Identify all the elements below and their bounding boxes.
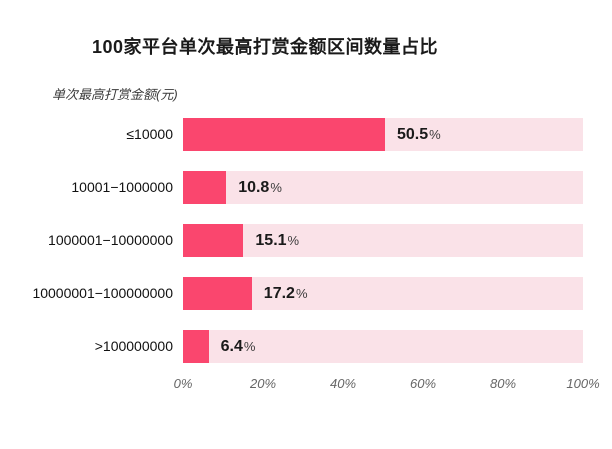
category-label: 10000001−100000000 xyxy=(32,285,173,301)
bar-row-3: 1000001−10000000 15.1% xyxy=(0,224,612,257)
bar-track xyxy=(183,171,583,204)
percent-sign: % xyxy=(295,286,308,301)
value-number: 10.8 xyxy=(238,179,270,196)
value-label: 15.1% xyxy=(255,224,299,257)
bar xyxy=(183,277,252,310)
percent-sign: % xyxy=(429,127,441,142)
bar-row-4: 10000001−100000000 17.2% xyxy=(0,277,612,310)
x-axis: 0% 20% 40% 60% 80% 100% xyxy=(0,376,612,394)
value-number: 6.4 xyxy=(220,338,243,355)
value-label: 6.4% xyxy=(221,330,256,363)
bar-row-2: 10001−1000000 10.8% xyxy=(0,171,612,204)
bar-track xyxy=(183,224,583,257)
bar-track xyxy=(183,277,583,310)
value-number: 15.1 xyxy=(255,232,287,249)
category-label: ≤10000 xyxy=(126,126,173,142)
value-label: 10.8% xyxy=(238,171,282,204)
chart-title: 100家平台单次最高打赏金额区间数量占比 xyxy=(91,37,439,57)
bar-track xyxy=(183,330,583,363)
x-tick-40: 40% xyxy=(329,376,357,391)
value-number: 17.2 xyxy=(263,285,295,302)
value-label: 17.2% xyxy=(264,277,308,310)
category-label: 10001−1000000 xyxy=(71,179,173,195)
x-tick-0: 0% xyxy=(173,376,193,391)
bar xyxy=(183,224,244,257)
percent-sign: % xyxy=(243,339,256,354)
y-axis-title: 单次最高打赏金额(元) xyxy=(52,87,178,102)
category-label: >100000000 xyxy=(94,338,173,354)
x-tick-100: 100% xyxy=(566,376,600,391)
x-tick-60: 60% xyxy=(409,376,437,391)
bar-row-1: ≤10000 50.5% xyxy=(0,118,612,151)
percent-sign: % xyxy=(287,233,300,248)
value-number: 50.5 xyxy=(397,126,429,143)
category-label: 1000001−10000000 xyxy=(48,232,173,248)
bar xyxy=(183,118,385,151)
bar xyxy=(183,171,227,204)
x-tick-20: 20% xyxy=(249,376,277,391)
bar xyxy=(183,330,209,363)
bar-track xyxy=(183,118,583,151)
x-tick-80: 80% xyxy=(489,376,517,391)
value-label: 50.5% xyxy=(397,118,441,151)
percent-sign: % xyxy=(270,180,282,195)
bar-row-5: >100000000 6.4% xyxy=(0,330,612,363)
